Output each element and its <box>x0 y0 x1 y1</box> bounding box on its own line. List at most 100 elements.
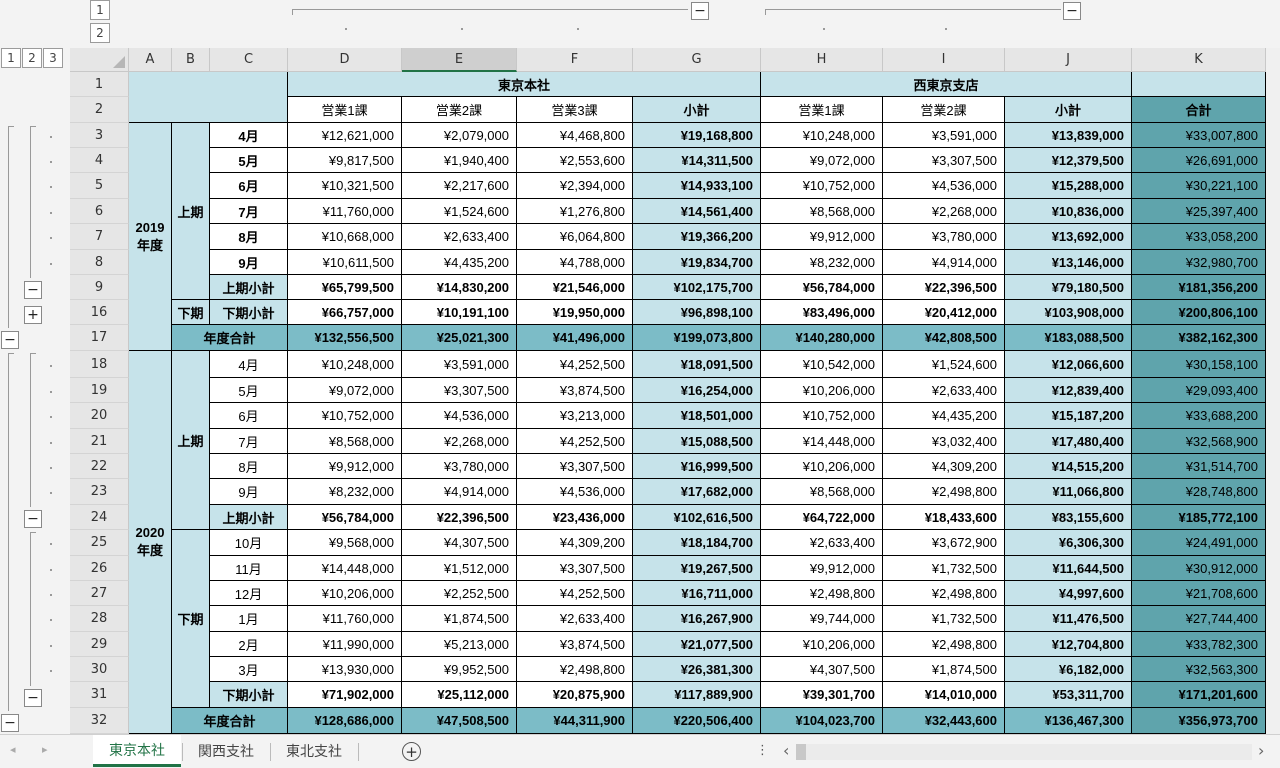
value-cell[interactable]: ¥16,711,000 <box>633 581 761 606</box>
value-cell[interactable]: ¥4,309,200 <box>517 530 633 556</box>
value-cell[interactable]: ¥10,542,000 <box>761 351 883 378</box>
prev-sheet-icon[interactable]: ◂ <box>10 743 16 756</box>
value-cell[interactable]: ¥3,672,900 <box>883 530 1005 556</box>
row-label-month[interactable]: 5月 <box>210 378 288 403</box>
value-cell[interactable]: ¥19,950,000 <box>517 300 633 325</box>
value-cell[interactable]: ¥32,568,900 <box>1132 429 1266 454</box>
value-cell[interactable]: ¥79,180,500 <box>1005 275 1132 300</box>
value-cell[interactable]: ¥2,498,800 <box>761 581 883 606</box>
value-cell[interactable]: ¥71,902,000 <box>288 682 402 708</box>
value-cell[interactable]: ¥96,898,100 <box>633 300 761 325</box>
row-header-32[interactable]: 32 <box>70 708 129 734</box>
value-cell[interactable]: ¥4,468,800 <box>517 123 633 148</box>
value-cell[interactable]: ¥3,874,500 <box>517 632 633 657</box>
value-cell[interactable]: ¥3,780,000 <box>402 454 517 479</box>
value-cell[interactable]: ¥1,732,500 <box>883 606 1005 632</box>
value-cell[interactable]: ¥15,088,500 <box>633 429 761 454</box>
column-header-k[interactable]: K <box>1132 48 1266 72</box>
value-cell[interactable]: ¥2,217,600 <box>402 173 517 199</box>
row-header-31[interactable]: 31 <box>70 682 129 708</box>
value-cell[interactable]: ¥4,788,000 <box>517 250 633 275</box>
value-cell[interactable]: ¥65,799,500 <box>288 275 402 300</box>
value-cell[interactable]: ¥21,708,600 <box>1132 581 1266 606</box>
value-cell[interactable]: ¥18,501,000 <box>633 403 761 429</box>
value-cell[interactable]: ¥3,213,000 <box>517 403 633 429</box>
value-cell[interactable]: ¥66,757,000 <box>288 300 402 325</box>
value-cell[interactable]: ¥14,448,000 <box>761 429 883 454</box>
row-header-16[interactable]: 16 <box>70 300 129 325</box>
row-label-month[interactable]: 9月 <box>210 250 288 275</box>
value-cell[interactable]: ¥4,307,500 <box>402 530 517 556</box>
value-cell[interactable]: ¥2,633,400 <box>402 224 517 250</box>
value-cell[interactable]: ¥15,187,200 <box>1005 403 1132 429</box>
select-all-corner[interactable] <box>70 48 129 72</box>
half-cell-2019-second[interactable]: 下期 <box>172 300 210 325</box>
value-cell[interactable]: ¥4,536,000 <box>402 403 517 429</box>
row-header-19[interactable]: 19 <box>70 378 129 403</box>
row-header-18[interactable]: 18 <box>70 351 129 378</box>
value-cell[interactable]: ¥18,091,500 <box>633 351 761 378</box>
year-cell-2019[interactable]: 2019 年度 <box>129 123 172 351</box>
value-cell[interactable]: ¥10,206,000 <box>288 581 402 606</box>
value-cell[interactable]: ¥2,268,000 <box>883 199 1005 224</box>
value-cell[interactable]: ¥1,874,500 <box>402 606 517 632</box>
value-cell[interactable]: ¥12,379,500 <box>1005 148 1132 173</box>
value-cell[interactable]: ¥6,182,000 <box>1005 657 1132 682</box>
row-label-year-total[interactable]: 年度合計 <box>172 325 288 351</box>
value-cell[interactable]: ¥25,397,400 <box>1132 199 1266 224</box>
value-cell[interactable]: ¥2,633,400 <box>517 606 633 632</box>
row-header-22[interactable]: 22 <box>70 454 129 479</box>
scroll-left-icon[interactable]: ‹ <box>783 741 790 760</box>
value-cell[interactable]: ¥8,568,000 <box>761 199 883 224</box>
subheader-cell[interactable]: 小計 <box>1005 97 1132 123</box>
value-cell[interactable]: ¥10,752,000 <box>761 173 883 199</box>
value-cell[interactable]: ¥1,512,000 <box>402 556 517 581</box>
row-group-collapse-button-2020[interactable]: − <box>1 714 19 732</box>
value-cell[interactable]: ¥25,021,300 <box>402 325 517 351</box>
value-cell[interactable]: ¥9,072,000 <box>761 148 883 173</box>
value-cell[interactable]: ¥10,206,000 <box>761 632 883 657</box>
row-label-subtotal[interactable]: 下期小計 <box>210 682 288 708</box>
row-label-month[interactable]: 7月 <box>210 199 288 224</box>
col-group-collapse-button-nishitokyo[interactable]: − <box>1063 2 1081 20</box>
subheader-cell[interactable]: 営業1課 <box>761 97 883 123</box>
value-cell[interactable]: ¥4,307,500 <box>761 657 883 682</box>
row-label-month[interactable]: 11月 <box>210 556 288 581</box>
value-cell[interactable]: ¥41,496,000 <box>517 325 633 351</box>
value-cell[interactable]: ¥33,688,200 <box>1132 403 1266 429</box>
value-cell[interactable]: ¥13,839,000 <box>1005 123 1132 148</box>
value-cell[interactable]: ¥8,568,000 <box>761 479 883 505</box>
scroll-right-icon[interactable]: › <box>1258 741 1265 760</box>
column-header-i[interactable]: I <box>883 48 1005 72</box>
more-options-icon[interactable]: ⋮ <box>756 743 769 758</box>
value-cell[interactable]: ¥356,973,700 <box>1132 708 1266 734</box>
half-cell-2019-first[interactable]: 上期 <box>172 123 210 300</box>
value-cell[interactable]: ¥11,990,000 <box>288 632 402 657</box>
row-header-7[interactable]: 7 <box>70 224 129 250</box>
row-label-subtotal[interactable]: 下期小計 <box>210 300 288 325</box>
value-cell[interactable]: ¥14,933,100 <box>633 173 761 199</box>
row-header-6[interactable]: 6 <box>70 199 129 224</box>
value-cell[interactable]: ¥102,175,700 <box>633 275 761 300</box>
value-cell[interactable]: ¥14,311,500 <box>633 148 761 173</box>
value-cell[interactable]: ¥2,633,400 <box>883 378 1005 403</box>
value-cell[interactable]: ¥3,780,000 <box>883 224 1005 250</box>
value-cell[interactable]: ¥9,912,000 <box>761 556 883 581</box>
value-cell[interactable]: ¥83,155,600 <box>1005 505 1132 530</box>
value-cell[interactable]: ¥3,591,000 <box>402 351 517 378</box>
column-header-b[interactable]: B <box>172 48 210 72</box>
column-header-h[interactable]: H <box>761 48 883 72</box>
half-cell-2020-first[interactable]: 上期 <box>172 351 210 530</box>
value-cell[interactable]: ¥30,221,100 <box>1132 173 1266 199</box>
value-cell[interactable]: ¥21,546,000 <box>517 275 633 300</box>
value-cell[interactable]: ¥30,912,000 <box>1132 556 1266 581</box>
row-label-month[interactable]: 8月 <box>210 224 288 250</box>
value-cell[interactable]: ¥1,732,500 <box>883 556 1005 581</box>
value-cell[interactable]: ¥2,498,800 <box>883 479 1005 505</box>
row-header-30[interactable]: 30 <box>70 657 129 682</box>
value-cell[interactable]: ¥16,999,500 <box>633 454 761 479</box>
value-cell[interactable]: ¥56,784,000 <box>288 505 402 530</box>
column-header-a[interactable]: A <box>129 48 172 72</box>
value-cell[interactable]: ¥132,556,500 <box>288 325 402 351</box>
value-cell[interactable]: ¥3,032,400 <box>883 429 1005 454</box>
